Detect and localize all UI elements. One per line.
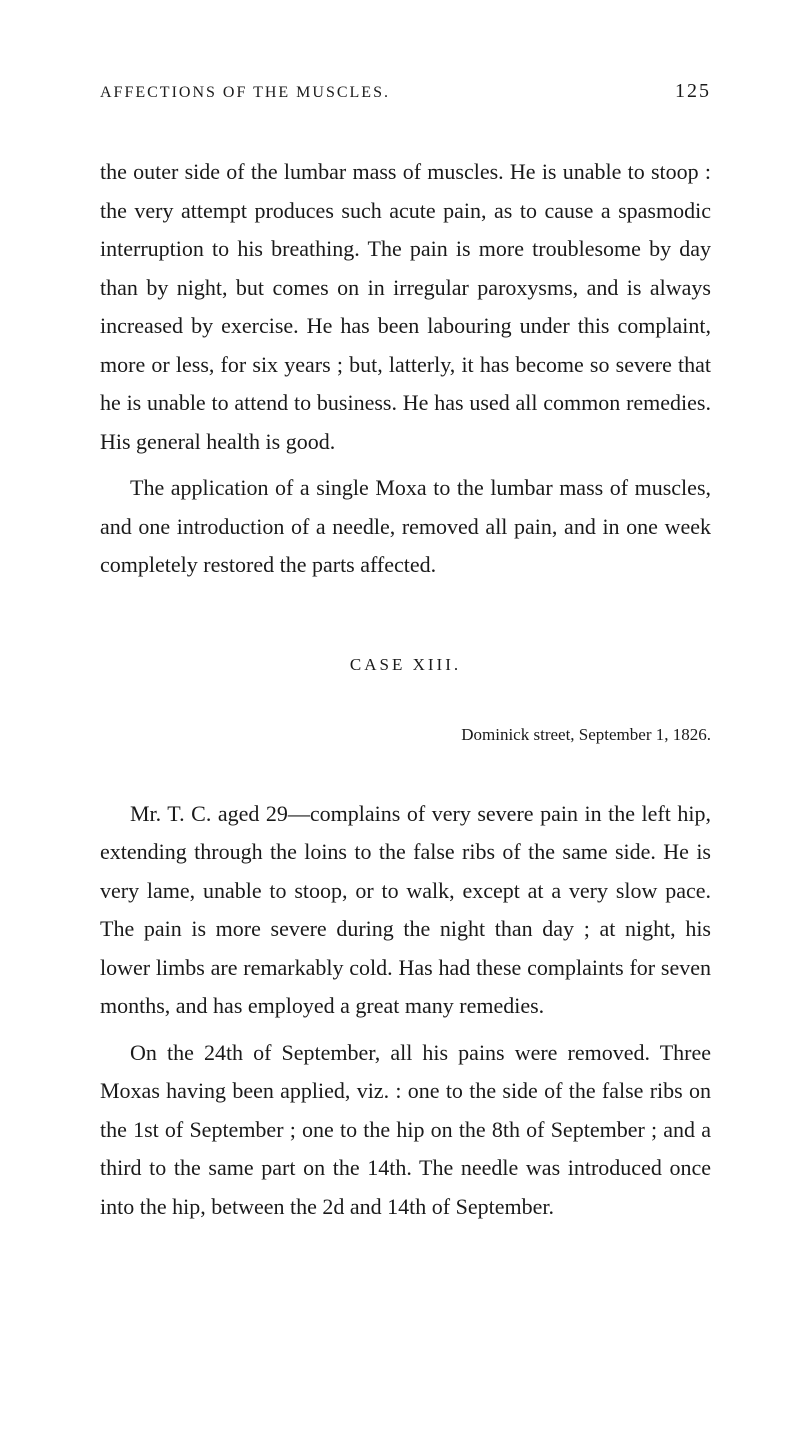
case-heading: CASE XIII. bbox=[100, 655, 711, 675]
date-line: Dominick street, September 1, 1826. bbox=[100, 725, 711, 745]
body-paragraph: the outer side of the lumbar mass of mus… bbox=[100, 153, 711, 461]
body-paragraph: Mr. T. C. aged 29—complains of very seve… bbox=[100, 795, 711, 1026]
body-paragraph: On the 24th of September, all his pains … bbox=[100, 1034, 711, 1227]
body-paragraph: The application of a single Moxa to the … bbox=[100, 469, 711, 585]
page-number: 125 bbox=[675, 80, 711, 103]
running-title: AFFECTIONS OF THE MUSCLES. bbox=[100, 84, 390, 102]
page-header: AFFECTIONS OF THE MUSCLES. 125 bbox=[100, 80, 711, 103]
